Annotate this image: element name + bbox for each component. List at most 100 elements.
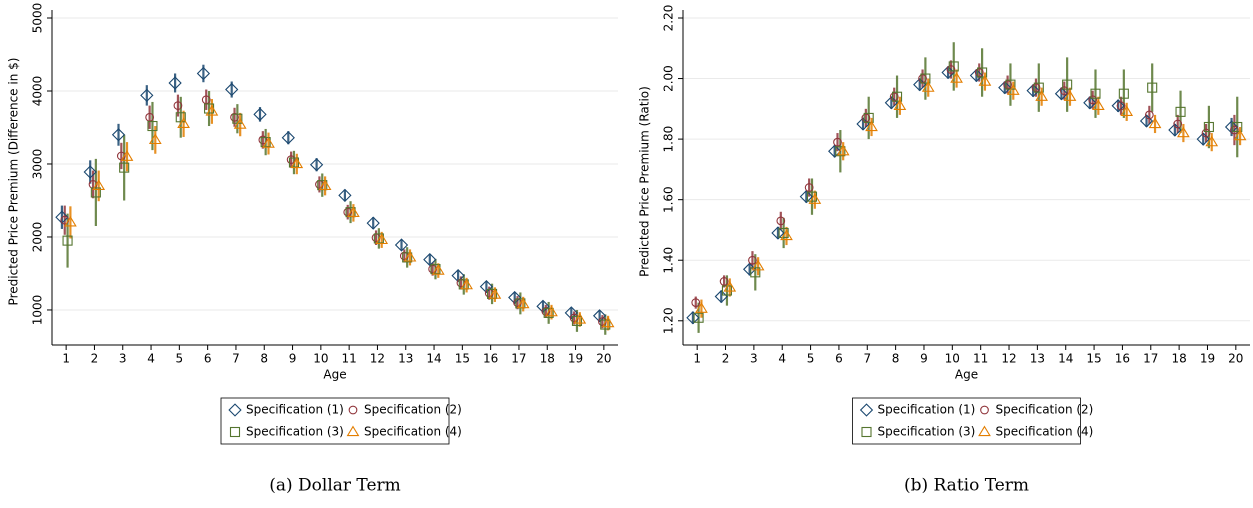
point [918,74,927,83]
point [62,235,73,246]
y-tick-label: 2000 [31,222,45,253]
x-tick-label: 2 [91,352,99,366]
x-tick-label: 10 [313,352,328,366]
point [592,309,607,323]
point [281,131,295,145]
x-tick-label: 18 [540,352,555,366]
point [891,91,903,102]
x-tick-label: 12 [1001,352,1016,366]
point [430,264,441,275]
point [571,315,583,326]
y-tick-label: 2.20 [662,5,676,32]
point [686,311,700,325]
point [1177,126,1190,138]
point [177,117,190,128]
x-tick-label: 13 [1030,352,1045,366]
point [974,68,984,77]
x-tick-label: 17 [511,352,526,366]
point [861,113,871,123]
y-tick-label: 5000 [31,3,45,34]
point [969,68,984,83]
point [1091,99,1105,110]
x-tick-label: 8 [260,352,268,366]
point [460,278,473,290]
point [260,137,271,148]
point [119,162,130,173]
caption: (b) Ratio Term [904,476,1029,496]
legend-label: Specification (4) [996,425,1094,439]
point [863,112,874,123]
point [90,187,101,198]
legend-label: Specification (4) [364,425,462,439]
y-tick-label: 1.60 [662,186,676,213]
point [1026,84,1040,98]
x-tick-label: 18 [1171,352,1186,366]
legend-label: Specification (1) [878,403,976,417]
point [168,76,182,90]
point [1062,79,1073,90]
point [205,104,219,116]
point [1233,129,1247,141]
point [1205,135,1219,147]
x-tick-label: 17 [1143,352,1158,366]
x-tick-label: 5 [176,352,184,366]
legend-marker [978,425,991,437]
point [804,183,814,192]
point [479,279,494,294]
point [394,238,409,252]
point [799,190,813,204]
point [889,92,899,102]
point [977,67,988,78]
point [833,137,842,147]
point [1120,105,1134,117]
x-tick-label: 16 [1115,352,1130,366]
x-tick-label: 19 [1200,352,1215,366]
legend-label: Specification (2) [996,403,1094,417]
point [309,158,324,172]
x-tick-label: 11 [342,352,357,366]
x-tick-label: 9 [920,352,928,366]
point [750,267,761,278]
point [175,112,186,123]
point [691,298,701,307]
x-tick-label: 3 [750,352,758,366]
point [748,255,757,265]
x-tick-label: 16 [483,352,498,366]
point [1090,88,1101,99]
point [771,226,785,240]
point [1148,117,1162,129]
x-tick-label: 3 [119,352,127,366]
point [403,250,417,262]
point [1175,106,1186,117]
point [1059,86,1069,96]
point [373,233,384,244]
x-tick-label: 19 [568,352,583,366]
legend-label: Specification (3) [246,425,344,439]
point [423,252,437,267]
point [573,312,587,324]
point [780,229,793,241]
point [258,135,268,145]
point [451,269,465,283]
point [893,99,907,110]
x-tick-label: 13 [398,352,413,366]
point [1035,90,1049,101]
point [120,150,134,161]
point [828,144,842,158]
legend-marker [861,426,872,438]
point [695,302,708,313]
point [543,307,554,318]
x-tick-label: 20 [1228,352,1243,366]
x-tick-label: 15 [1086,352,1101,366]
point [1173,119,1183,129]
x-tick-label: 15 [455,352,470,366]
point [516,297,530,309]
legend-marker [228,403,242,417]
x-tick-label: 5 [807,352,815,366]
point [1083,96,1097,110]
point [148,133,162,145]
point [751,259,765,271]
point [290,157,304,169]
point [998,81,1012,95]
point [402,252,413,263]
